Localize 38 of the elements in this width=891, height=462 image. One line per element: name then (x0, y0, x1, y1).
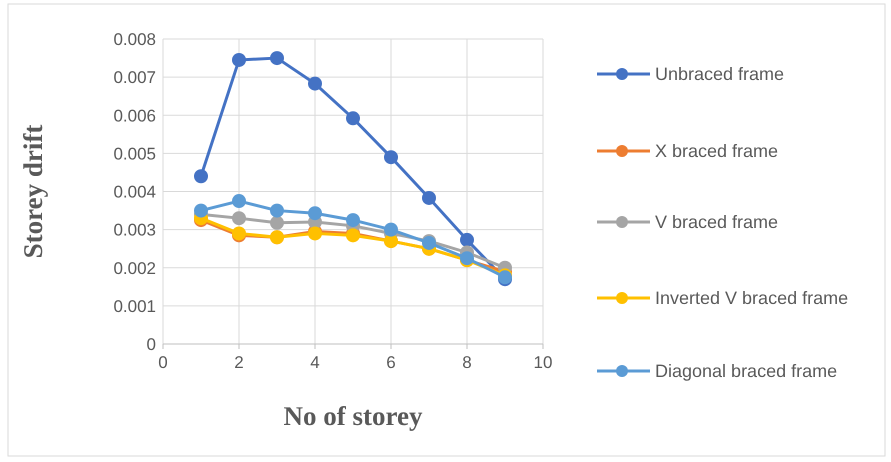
point (232, 211, 246, 226)
legend-label: Diagonal braced frame (655, 361, 838, 381)
y-tick-label: 0.007 (113, 68, 156, 88)
point (232, 52, 246, 67)
point (270, 51, 284, 66)
y-tick-label: 0.005 (113, 144, 156, 164)
point (422, 190, 436, 205)
point (232, 194, 246, 208)
y-tick-label: 0 (146, 335, 156, 354)
y-tick-label: 0.002 (113, 258, 156, 278)
y-tick-label: 0.004 (113, 182, 156, 202)
point (194, 204, 208, 218)
y-tick-label: 0.001 (113, 296, 156, 316)
point (194, 169, 208, 184)
point (346, 111, 360, 126)
y-axis-title: Storey drift (18, 124, 48, 258)
x-tick-label: 10 (534, 353, 552, 372)
x-axis-title: No of storey (284, 401, 423, 431)
legend-label: V braced frame (655, 212, 778, 232)
point (270, 216, 284, 230)
legend-label: Unbraced frame (655, 64, 784, 84)
x-tick-label: 2 (234, 353, 244, 372)
x-tick-label: 8 (462, 353, 472, 372)
point (270, 204, 284, 218)
y-tick-label: 0.008 (113, 30, 156, 49)
x-tick-label: 4 (310, 353, 320, 372)
y-tick-label: 0.003 (113, 220, 156, 240)
point (308, 206, 322, 220)
point (346, 213, 360, 228)
point (384, 222, 398, 237)
legend-label: X braced frame (655, 141, 778, 161)
x-tick-label: 0 (158, 353, 168, 372)
y-tick-label: 0.006 (113, 106, 156, 126)
x-tick-label: 6 (386, 353, 396, 372)
point (460, 232, 474, 247)
point (308, 76, 322, 91)
point (384, 150, 398, 164)
legend-label: Inverted V braced frame (655, 288, 848, 308)
